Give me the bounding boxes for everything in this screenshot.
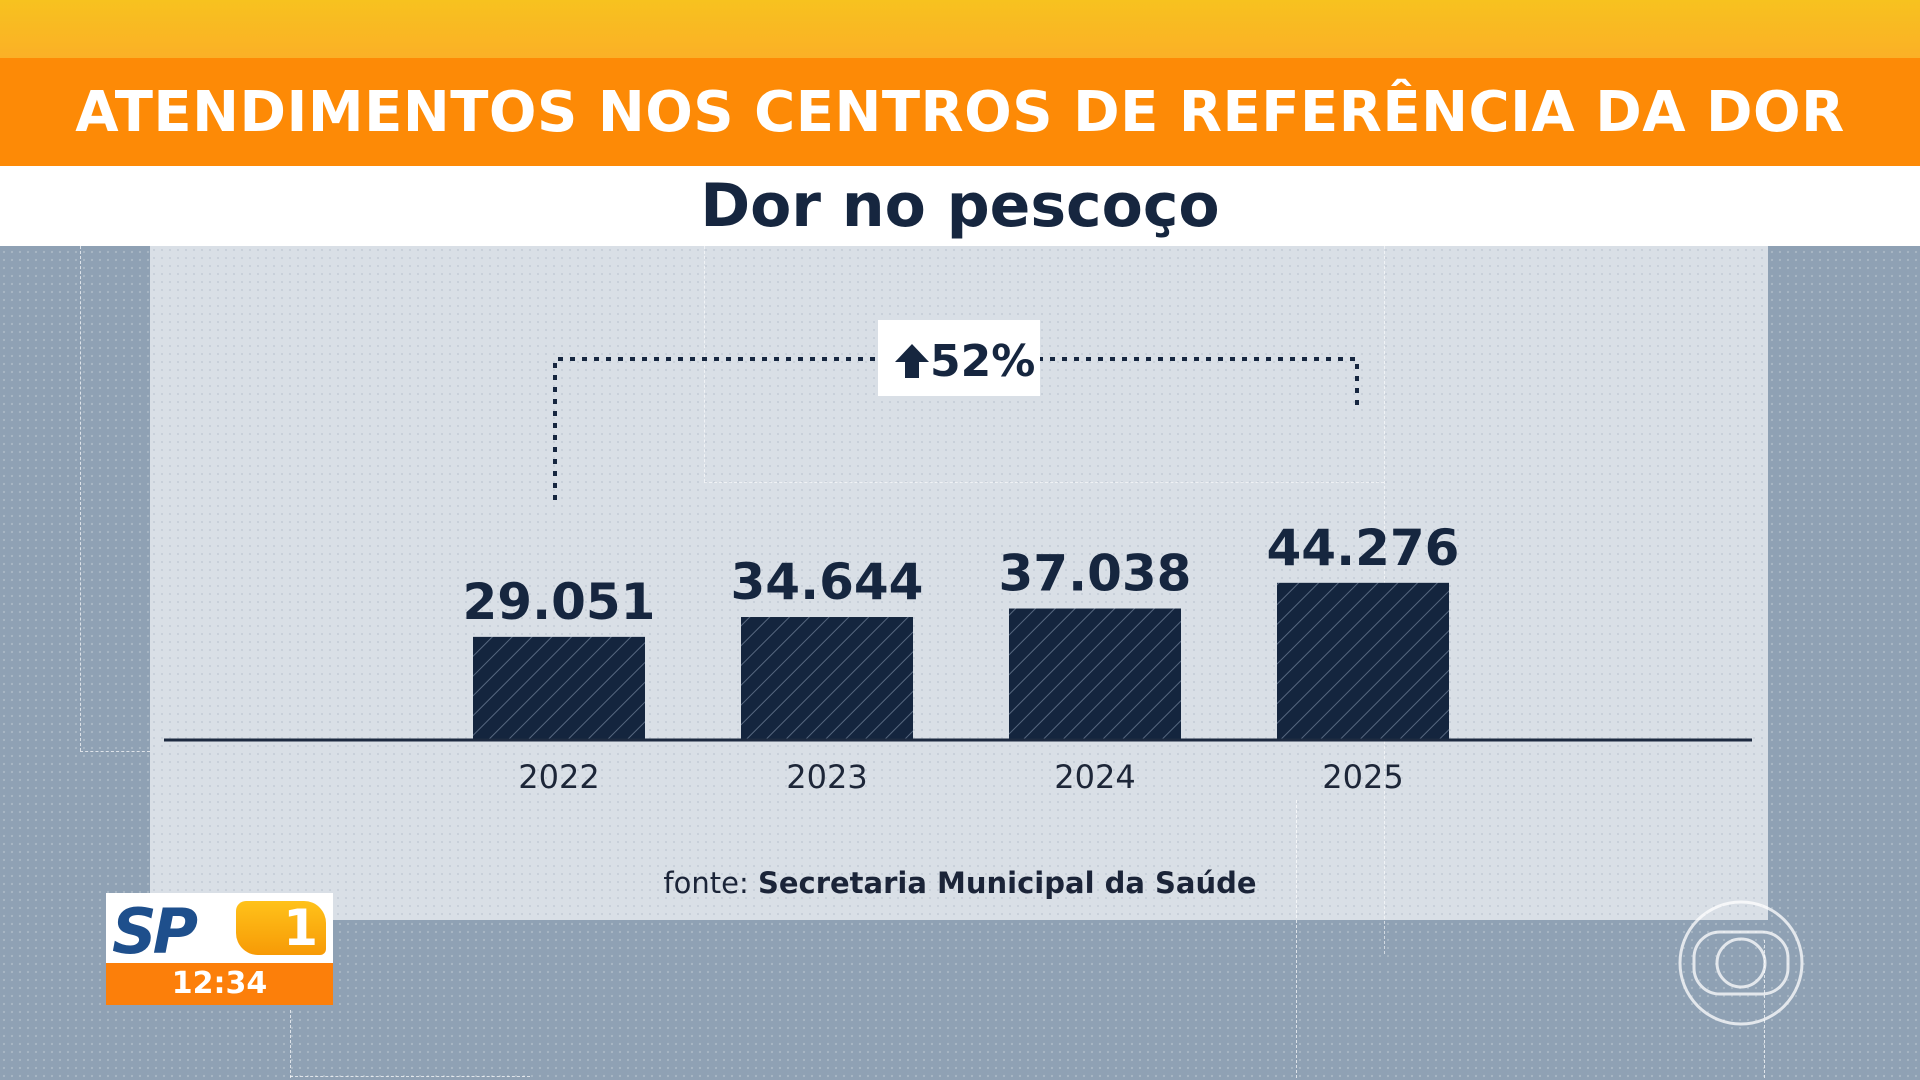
category-label-2022: 2022 (518, 758, 599, 796)
growth-percent-label: 52% (930, 336, 1035, 387)
value-label-2024: 37.038 (999, 545, 1192, 603)
page-title: ATENDIMENTOS NOS CENTROS DE REFERÊNCIA D… (75, 79, 1845, 145)
clock-time: 12:34 (106, 963, 333, 1005)
category-label-2025: 2025 (1322, 758, 1403, 796)
value-label-2022: 29.051 (463, 573, 656, 631)
logo-top: SP 1 (106, 893, 333, 968)
decorative-frame-line (1764, 940, 1765, 1078)
decorative-frame-line (290, 1010, 291, 1078)
subtitle-band: Dor no pescoço (0, 166, 1920, 246)
category-label-2024: 2024 (1054, 758, 1135, 796)
bar-2025 (1277, 582, 1449, 740)
value-label-2023: 34.644 (731, 553, 924, 611)
decorative-frame-line (80, 751, 150, 752)
bar-2022 (473, 636, 645, 740)
source-name: Secretaria Municipal da Saúde (757, 866, 1257, 900)
decorative-frame-line (1296, 800, 1297, 1078)
top-stripe (0, 0, 1920, 58)
title-banner: ATENDIMENTOS NOS CENTROS DE REFERÊNCIA D… (0, 58, 1920, 166)
decorative-frame-line (704, 246, 705, 482)
arrow-up-icon (895, 344, 929, 378)
source-prefix: fonte: (663, 866, 749, 900)
globo-icon (1678, 900, 1804, 1026)
source-line: fonte: Secretaria Municipal da Saúde (0, 866, 1920, 900)
decorative-frame-line (704, 482, 1384, 483)
chart-subtitle: Dor no pescoço (700, 171, 1220, 241)
value-label-2025: 44.276 (1267, 519, 1460, 577)
logo-one-mark: 1 (236, 901, 326, 955)
bar-2024 (1009, 608, 1181, 740)
category-label-2023: 2023 (786, 758, 867, 796)
decorative-frame-line (80, 246, 81, 751)
bar-2023 (741, 617, 913, 740)
decorative-frame-line (290, 1076, 530, 1077)
logo-sp-mark: SP (112, 895, 198, 968)
sp1-logo: SP 1 12:34 (106, 893, 333, 1005)
